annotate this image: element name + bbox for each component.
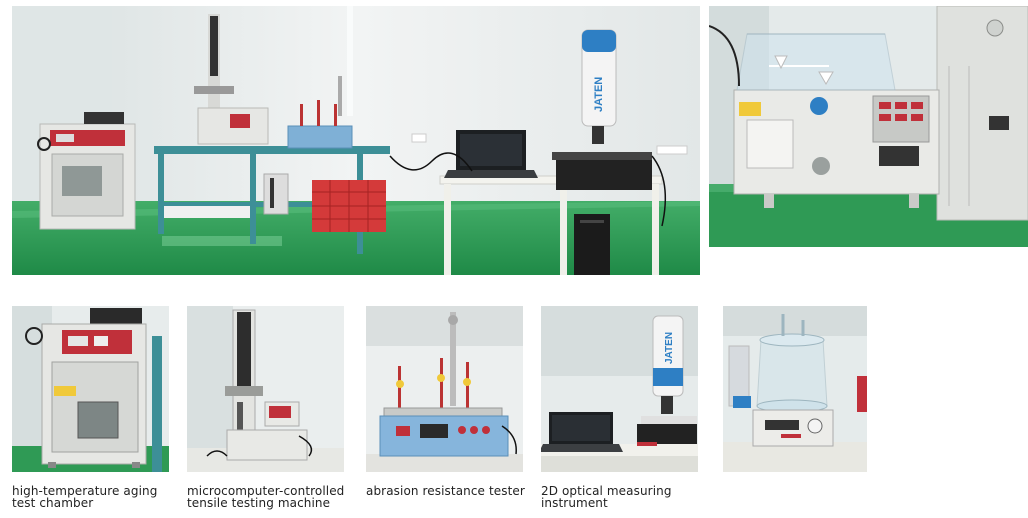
optical-instrument-photo: JATEN [541, 306, 698, 472]
caption-line: tensile testing machine [187, 496, 331, 510]
caption-line: abrasion resistance tester [366, 484, 525, 498]
tensile-machine-photo [187, 306, 344, 472]
aging-chamber-photo [12, 306, 169, 472]
salt-spray-chamber-photo [709, 6, 1028, 247]
caption-line: microcomputer-controlled [187, 484, 345, 498]
caption-line: 2D optical measuring [541, 484, 672, 498]
lab-overview-photo: JATEN [12, 6, 700, 275]
caption-line: test chamber [12, 496, 94, 510]
caption-line: high-temperature aging [12, 484, 158, 498]
caption-abrasion-tester: abrasion resistance tester [366, 485, 538, 497]
glass-vessel-tester-photo [723, 306, 867, 472]
caption-line: instrument [541, 496, 608, 510]
caption-aging-chamber: high-temperature aging test chamber [12, 485, 182, 509]
caption-optical-instrument: 2D optical measuring instrument [541, 485, 711, 509]
jaten-brand-text: JATEN [664, 332, 675, 364]
jaten-brand-text: JATEN [593, 77, 605, 112]
caption-tensile-machine: microcomputer-controlled tensile testing… [187, 485, 362, 509]
abrasion-tester-photo [366, 306, 523, 472]
